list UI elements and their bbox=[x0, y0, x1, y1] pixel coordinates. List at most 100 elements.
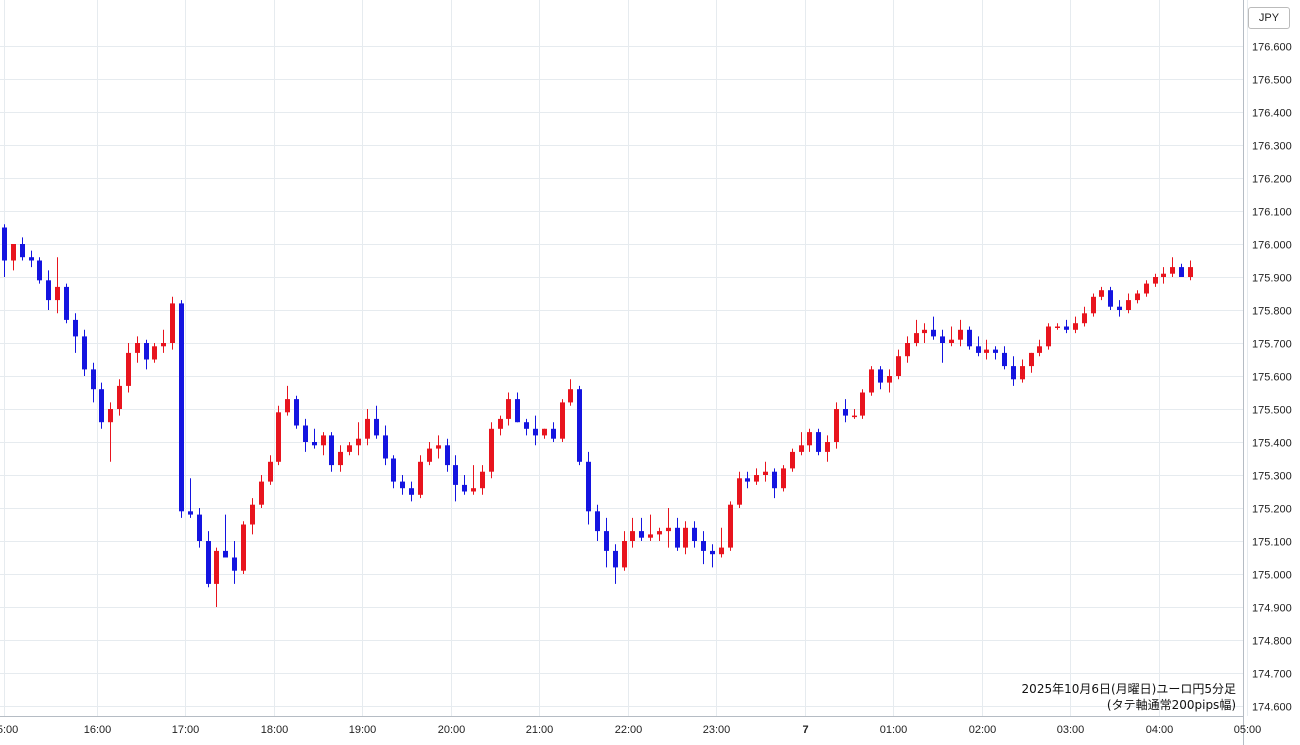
candle-body bbox=[984, 349, 989, 353]
candle-body bbox=[489, 428, 494, 472]
candle-body bbox=[1126, 300, 1131, 310]
candle bbox=[657, 527, 662, 541]
candle bbox=[294, 395, 299, 429]
candle-body bbox=[914, 333, 919, 343]
candle-body bbox=[135, 343, 140, 353]
y-tick-label: 176.000 bbox=[1252, 240, 1292, 252]
y-tick-label: 175.300 bbox=[1252, 471, 1292, 483]
candle bbox=[869, 366, 874, 396]
candle bbox=[179, 300, 184, 518]
candle bbox=[506, 392, 511, 426]
candle bbox=[409, 481, 414, 502]
candle bbox=[622, 531, 627, 571]
candle bbox=[453, 455, 458, 502]
candle bbox=[914, 319, 919, 347]
candle bbox=[905, 336, 910, 363]
candle-body bbox=[1188, 267, 1193, 277]
candle-body bbox=[170, 303, 175, 343]
candle bbox=[347, 442, 352, 456]
candle-body bbox=[46, 280, 51, 301]
candle bbox=[126, 343, 131, 393]
candle bbox=[241, 521, 246, 574]
candle bbox=[197, 508, 202, 548]
candle bbox=[737, 471, 742, 508]
candle-body bbox=[1117, 306, 1122, 310]
candle bbox=[852, 409, 857, 419]
candle bbox=[675, 517, 680, 551]
candle-body bbox=[232, 557, 237, 571]
candle bbox=[648, 514, 653, 541]
candle-body bbox=[268, 461, 273, 482]
y-axis-ticks: 176.600 176.500 176.400 176.300 176.200 176.1… bbox=[1252, 42, 1292, 714]
candle-body bbox=[1179, 267, 1184, 277]
candle bbox=[949, 326, 954, 347]
candle bbox=[967, 326, 972, 350]
candle bbox=[37, 257, 42, 284]
candle bbox=[701, 531, 706, 565]
candle-body bbox=[630, 531, 635, 541]
candle-body bbox=[568, 389, 573, 403]
candle bbox=[807, 428, 812, 452]
candle-body bbox=[701, 541, 706, 551]
candle-body bbox=[577, 389, 582, 462]
candle-body bbox=[542, 428, 547, 436]
candle-body bbox=[117, 385, 122, 409]
candle bbox=[586, 451, 591, 525]
candle-body bbox=[1091, 296, 1096, 314]
candle bbox=[356, 422, 361, 456]
candle-body bbox=[506, 399, 511, 419]
candle bbox=[20, 237, 25, 261]
candle-body bbox=[692, 527, 697, 541]
candle bbox=[152, 343, 157, 363]
candle-body bbox=[887, 376, 892, 383]
candle-body bbox=[843, 409, 848, 416]
candle bbox=[595, 504, 600, 541]
candle bbox=[1064, 319, 1069, 334]
x-tick-label: 19:00 bbox=[349, 724, 377, 736]
candle bbox=[462, 475, 467, 495]
candle-body bbox=[347, 445, 352, 452]
candle bbox=[772, 468, 777, 499]
candle bbox=[135, 336, 140, 363]
candle-body bbox=[719, 547, 724, 555]
candle-body bbox=[896, 356, 901, 376]
candle bbox=[754, 468, 759, 485]
candle-body bbox=[453, 465, 458, 485]
candle-body bbox=[1144, 283, 1149, 294]
candle-body bbox=[276, 412, 281, 462]
candle bbox=[82, 329, 87, 376]
x-tick-label: 15:00 bbox=[0, 724, 18, 736]
candle bbox=[533, 415, 538, 446]
candle-body bbox=[391, 458, 396, 482]
candle bbox=[1126, 293, 1131, 314]
y-tick-label: 175.100 bbox=[1252, 537, 1292, 549]
candle bbox=[940, 329, 945, 363]
candle-body bbox=[878, 369, 883, 383]
candle-body bbox=[374, 418, 379, 436]
candle-body bbox=[223, 550, 228, 558]
candle-body bbox=[949, 339, 954, 343]
candle bbox=[976, 336, 981, 357]
candle bbox=[551, 422, 556, 442]
candle-body bbox=[604, 531, 609, 551]
candle bbox=[683, 521, 688, 555]
candle-body bbox=[595, 511, 600, 532]
candle bbox=[993, 346, 998, 360]
candle-body bbox=[29, 257, 34, 261]
y-tick-label: 176.100 bbox=[1252, 207, 1292, 219]
candle bbox=[1188, 260, 1193, 281]
candle bbox=[2, 224, 7, 277]
candle-body bbox=[586, 461, 591, 512]
candle-body bbox=[1073, 323, 1078, 330]
candle bbox=[922, 323, 927, 343]
candle bbox=[719, 527, 724, 558]
candle-body bbox=[197, 514, 202, 541]
candle bbox=[365, 409, 370, 446]
x-axis-ticks: 15:00 16:00 17:00 18:00 19:00 20:00 21:00 22:00… bbox=[0, 724, 1261, 736]
candle-body bbox=[1011, 366, 1016, 380]
candle-body bbox=[250, 504, 255, 525]
candle-body bbox=[825, 442, 830, 452]
candle-body bbox=[931, 329, 936, 337]
candle bbox=[99, 382, 104, 429]
